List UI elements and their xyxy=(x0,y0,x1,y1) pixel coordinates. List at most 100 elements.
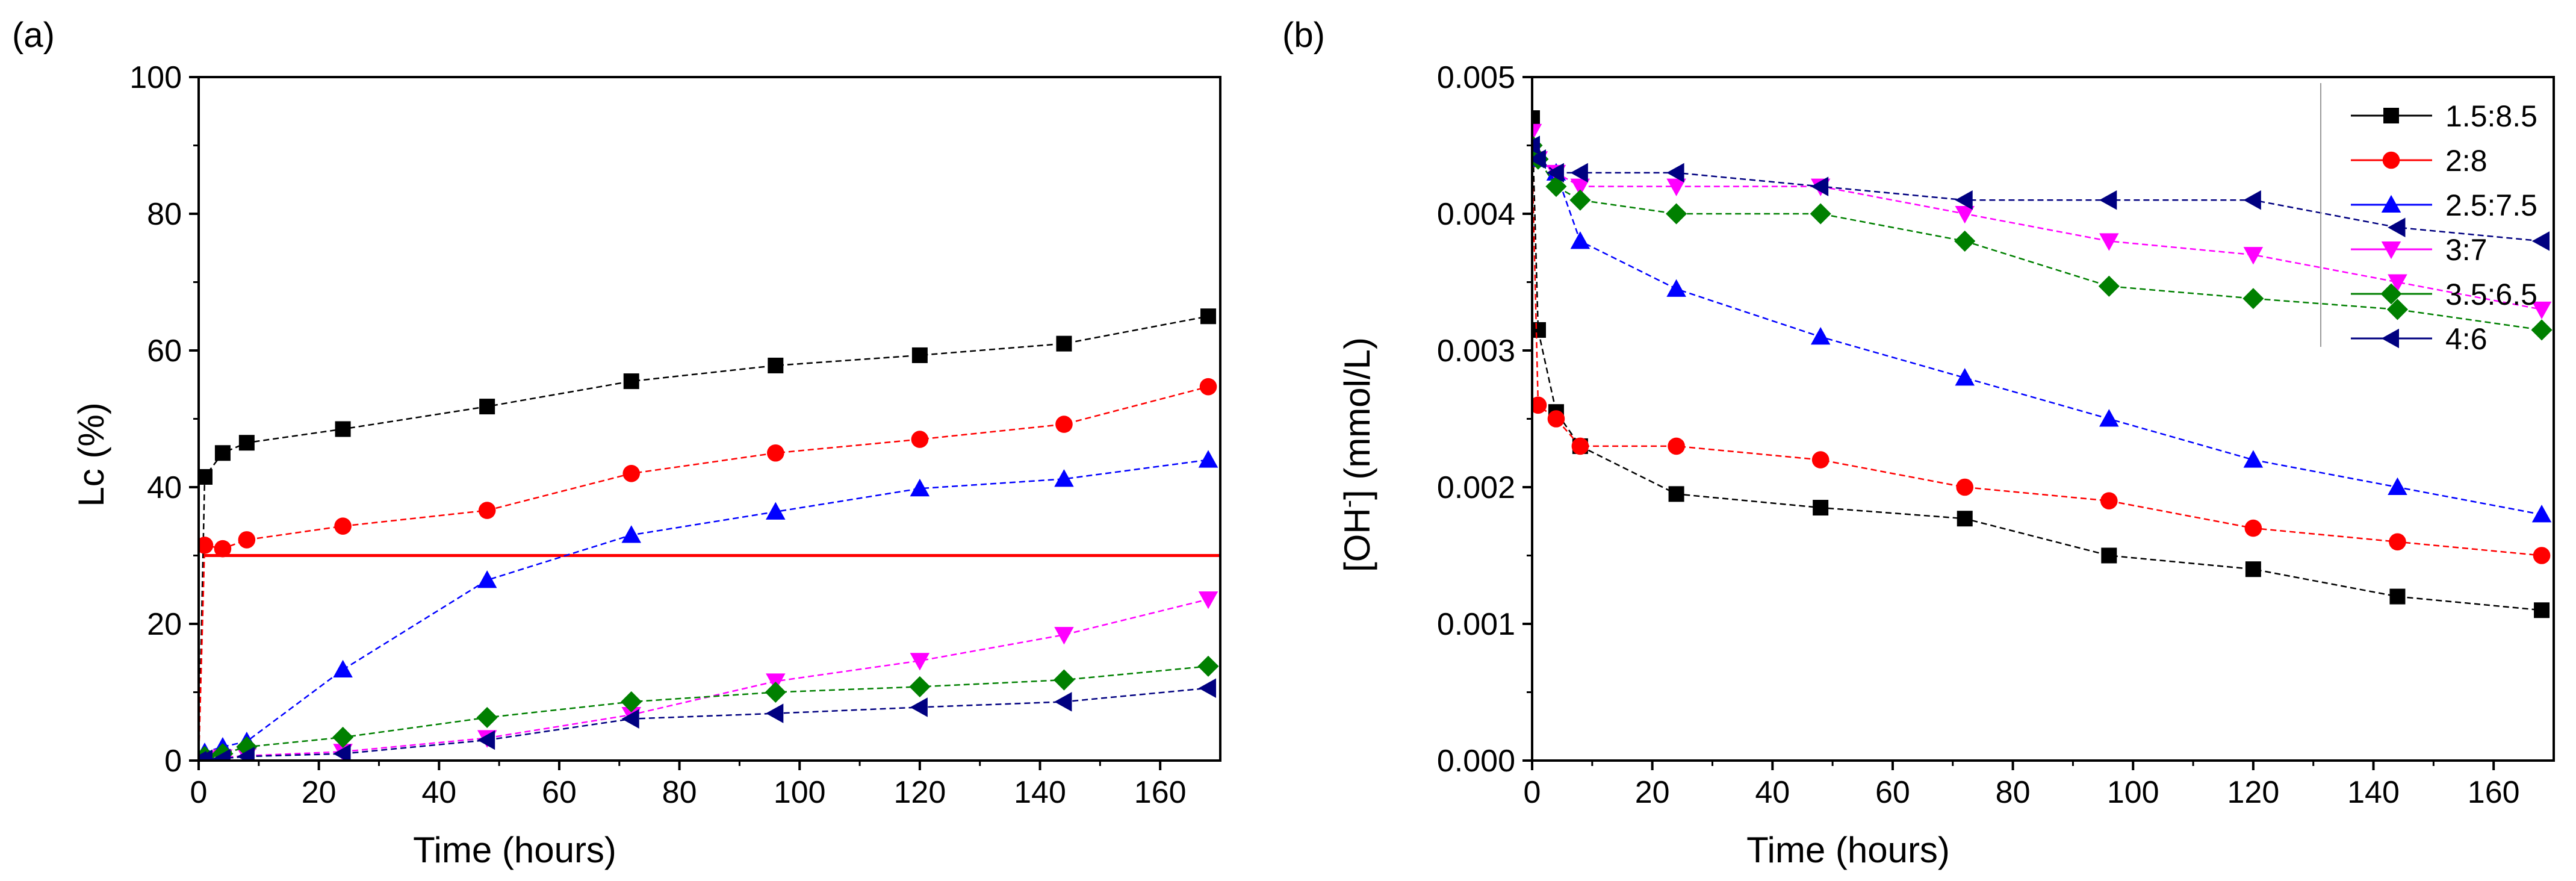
panel-a-series-5-point xyxy=(1197,655,1219,677)
panel-b-x-tick-label: 0 xyxy=(1524,775,1541,810)
panel-a-series-3-point xyxy=(477,570,497,588)
panel-a-series-6-point xyxy=(237,746,255,761)
chart-panel-a: (a) Lc (%) Time (hours) 0 20 40 60 80 100 120 1… xyxy=(12,16,1221,870)
legend-swatch-marker xyxy=(2381,195,2401,213)
panel-a-series-3-point xyxy=(621,525,641,543)
panel-a-series-2-point xyxy=(622,465,641,482)
panel-a-series-1-point xyxy=(238,435,255,451)
panel-b-series-2-point xyxy=(2533,547,2551,564)
panel-b-series-6-point xyxy=(1532,149,1546,169)
panel-b-series-6-point xyxy=(2531,231,2550,251)
panel-b-y-tick-label: 0.001 xyxy=(1437,607,1515,642)
panel-b-series-5-point xyxy=(1810,203,1831,225)
panel-b-series-2-point xyxy=(1668,437,1685,455)
panel-b-series-4-point xyxy=(2388,274,2407,292)
panel-b-series-6-point xyxy=(2388,217,2406,237)
legend-swatch-marker xyxy=(2381,241,2401,260)
panel-a-series-5-point xyxy=(765,681,786,703)
panel-a-series-3-point xyxy=(910,479,930,497)
panel-b-series-5-point xyxy=(2531,319,2553,341)
panel-a-series-2-point xyxy=(478,502,496,519)
panel-a-series-5-point xyxy=(909,676,931,697)
panel-a-series-6-point xyxy=(1198,678,1217,698)
panel-b-legend: 1.5:8.5 2:8 2.5:7.5 3:7 3.5:6.5 4:6 xyxy=(2320,83,2537,356)
panel-a-series-2-line xyxy=(199,385,1209,761)
panel-b-series-5-point xyxy=(1954,230,1976,252)
panel-b-x-tick-label: 40 xyxy=(1755,775,1790,810)
panel-b-series-1-point xyxy=(2534,602,2550,618)
panel-a-series-3-point xyxy=(766,502,786,520)
panel-b-series-4-point xyxy=(2099,233,2119,251)
panel-a-x-tick-label: 0 xyxy=(190,775,208,810)
panel-b-series-3-point xyxy=(1810,327,1831,345)
panel-a-series-6-point xyxy=(1054,692,1072,712)
panel-a-y-axis-title: Lc (%) xyxy=(71,402,111,506)
panel-a-series-1-point xyxy=(199,469,213,485)
panel-b-series-4-point xyxy=(1532,123,1542,142)
panel-b-x-tick-label: 20 xyxy=(1635,775,1670,810)
panel-b-series-2-point xyxy=(1532,396,1547,414)
panel-b-series-6-point xyxy=(2243,190,2261,210)
panel-a-series-4-point xyxy=(1198,591,1218,609)
panel-a-series-5-point xyxy=(476,706,498,729)
panel-a-series-1-point xyxy=(479,399,495,415)
panel-b-series-6-point xyxy=(1810,176,1829,196)
panel-b-x-tick-label: 80 xyxy=(1996,775,2031,810)
panel-a-series-6-point xyxy=(213,749,231,761)
panel-b-series-5-point xyxy=(1569,189,1591,211)
panel-b-series-1-point xyxy=(1532,110,1540,126)
panel-b-y-tick-label: 0.000 xyxy=(1437,744,1515,779)
panel-a-x-axis-title: Time (hours) xyxy=(413,830,616,870)
legend-swatch-marker xyxy=(2383,108,2399,123)
panel-a-series-3-line xyxy=(199,459,1209,761)
panel-a-series-6-point xyxy=(199,749,213,761)
panel-b-series-6-point xyxy=(1955,190,1973,210)
panel-b-y-tick-label: 0.005 xyxy=(1437,60,1515,95)
panel-b-series-6-point xyxy=(1570,163,1588,183)
panel-a-series-4-point xyxy=(910,653,930,671)
legend-swatch-marker xyxy=(2381,328,2399,349)
panel-b-series-5-point xyxy=(1666,203,1687,225)
panel-a-series-2-point xyxy=(911,431,929,448)
panel-b-series-3-point xyxy=(2243,450,2264,468)
panel-a-series-1-point xyxy=(911,347,928,363)
panel-b-x-tick-label: 100 xyxy=(2107,775,2159,810)
panel-b-series-2-point xyxy=(1571,437,1589,455)
panel-b-series-1-point xyxy=(1957,511,1973,527)
panel-a-series-2-point xyxy=(199,537,214,554)
panel-a-plot-frame xyxy=(197,76,1221,762)
panel-b-x-axis-title: Time (hours) xyxy=(1746,830,1950,870)
panel-b-y-axis-title: [OH-] (mmol/L) xyxy=(1335,337,1377,572)
panel-a-y-tick-label: 80 xyxy=(147,197,182,232)
panel-a-series-1-point xyxy=(623,373,639,390)
panel-b-series-6-point xyxy=(1532,135,1540,155)
panel-a-y-tick-label: 100 xyxy=(129,60,182,95)
panel-b-y-axis-title-part1: [OH xyxy=(1337,508,1377,572)
panel-b-series-6-point xyxy=(2099,190,2117,210)
panel-a-series-3-point xyxy=(333,659,353,678)
panel-a-series-2-point xyxy=(238,531,256,549)
panel-a-x-tick-label: 20 xyxy=(302,775,337,810)
panel-a-x-tick-label: 100 xyxy=(774,775,826,810)
panel-b-series-2-point xyxy=(1547,410,1565,428)
panel-b-series-1-point xyxy=(2101,547,2117,564)
panel-a-series-1-point xyxy=(214,445,231,461)
panel-a-series-1-point xyxy=(768,357,784,373)
panel-a-series-1-point xyxy=(1200,308,1217,325)
panel-a-x-tick-label: 160 xyxy=(1134,775,1187,810)
panel-b-series-1-point xyxy=(1668,486,1684,502)
panel-b-label: (b) xyxy=(1282,16,1325,55)
panel-b-x-tick-label: 140 xyxy=(2347,775,2400,810)
panel-a-series-3-point xyxy=(1054,469,1074,487)
legend-entry-label: 3:7 xyxy=(2445,233,2488,267)
panel-b-y-tick-label: 0.002 xyxy=(1437,470,1515,505)
panel-a-y-tick-label: 40 xyxy=(147,470,182,505)
panel-b-series-5-point xyxy=(2386,299,2409,320)
panel-b-series-3-point xyxy=(2388,477,2407,495)
panel-b-series-2-point xyxy=(2244,519,2262,537)
panel-b-series-2-point xyxy=(1956,478,1974,496)
panel-a-series-2-point xyxy=(1199,378,1217,396)
chart-panel-b: (b) [OH-] (mmol/L) Time (hours) 0 20 40 60 8… xyxy=(1282,16,2555,870)
panel-b-series-4-point xyxy=(1666,178,1686,196)
